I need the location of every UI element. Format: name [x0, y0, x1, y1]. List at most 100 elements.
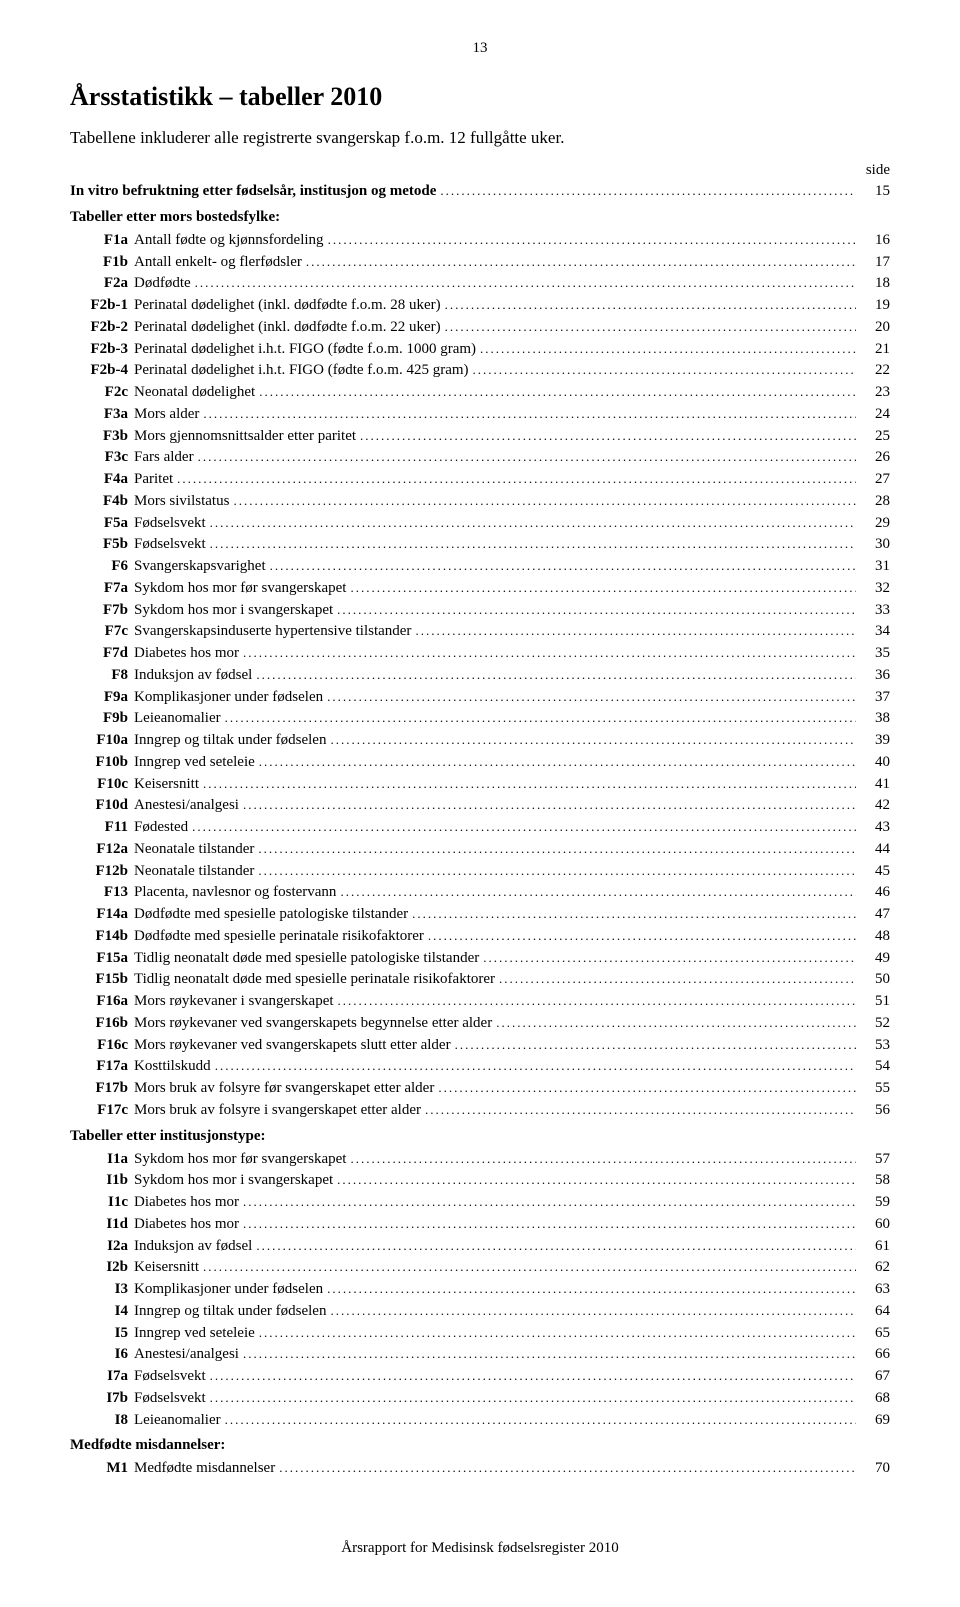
toc-page: 55 — [860, 1078, 890, 1100]
footer-text: Årsrapport for Medisinsk fødselsregister… — [70, 1540, 890, 1557]
toc-code: F11 — [70, 817, 134, 839]
toc-code: F9b — [70, 708, 134, 730]
toc-row: F5bFødselsvekt30 — [70, 534, 890, 556]
toc-code: I2a — [70, 1236, 134, 1258]
toc-label: Induksjon av fødsel — [134, 665, 252, 687]
toc-row: F9bLeieanomalier38 — [70, 708, 890, 730]
toc-page: 25 — [860, 426, 890, 448]
toc-row: F2b-4Perinatal dødelighet i.h.t. FIGO (f… — [70, 360, 890, 382]
toc-page: 35 — [860, 643, 890, 665]
toc-label: Svangerskapsinduserte hypertensive tilst… — [134, 621, 411, 643]
toc-label: Mors bruk av folsyre i svangerskapet ett… — [134, 1100, 421, 1122]
toc-row: F1bAntall enkelt- og flerfødsler17 — [70, 252, 890, 274]
toc-dots — [337, 600, 856, 622]
toc-page: 33 — [860, 600, 890, 622]
toc-code: F2b-1 — [70, 295, 134, 317]
toc-dots — [210, 513, 856, 535]
toc-row: F4aParitet27 — [70, 469, 890, 491]
toc-dots — [327, 1279, 856, 1301]
toc-row: I5Inngrep ved seteleie65 — [70, 1323, 890, 1345]
toc-code: F7b — [70, 600, 134, 622]
toc-dots — [243, 1192, 856, 1214]
toc-code: F10d — [70, 795, 134, 817]
toc-label: Inngrep ved seteleie — [134, 1323, 255, 1345]
toc-row: I8Leieanomalier69 — [70, 1410, 890, 1432]
toc-dots — [203, 1257, 856, 1279]
toc-dots — [195, 273, 856, 295]
toc-label: Keisersnitt — [134, 1257, 199, 1279]
toc-code: F2b-4 — [70, 360, 134, 382]
toc-row: F6Svangerskapsvarighet31 — [70, 556, 890, 578]
toc-code: I7a — [70, 1366, 134, 1388]
toc-page: 54 — [860, 1056, 890, 1078]
toc-page: 42 — [860, 795, 890, 817]
toc-row: F8Induksjon av fødsel36 — [70, 665, 890, 687]
toc-label: Paritet — [134, 469, 173, 491]
toc-page: 41 — [860, 774, 890, 796]
toc-code: F2c — [70, 382, 134, 404]
toc-dots — [445, 317, 856, 339]
toc-dots — [225, 708, 856, 730]
toc-label: Perinatal dødelighet (inkl. dødfødte f.o… — [134, 295, 441, 317]
toc-dots — [440, 181, 856, 203]
toc-code: F2a — [70, 273, 134, 295]
toc-dots — [243, 795, 856, 817]
toc-label: Mors røykevaner ved svangerskapets slutt… — [134, 1035, 451, 1057]
toc-page: 23 — [860, 382, 890, 404]
toc-page: 65 — [860, 1323, 890, 1345]
toc-row: F7cSvangerskapsinduserte hypertensive ti… — [70, 621, 890, 643]
toc-dots — [350, 578, 856, 600]
toc-dots — [499, 969, 856, 991]
toc-label: Inngrep og tiltak under fødselen — [134, 730, 326, 752]
toc-row: I1bSykdom hos mor i svangerskapet58 — [70, 1170, 890, 1192]
toc-row: F16aMors røykevaner i svangerskapet51 — [70, 991, 890, 1013]
toc-page: 58 — [860, 1170, 890, 1192]
toc-page: 48 — [860, 926, 890, 948]
toc-dots — [425, 1100, 856, 1122]
toc-label: Keisersnitt — [134, 774, 199, 796]
toc-dots — [415, 621, 856, 643]
toc-dots — [340, 882, 856, 904]
toc-label: Mors gjennomsnittsalder etter paritet — [134, 426, 356, 448]
toc-label: Sykdom hos mor i svangerskapet — [134, 600, 333, 622]
toc-code: F15b — [70, 969, 134, 991]
toc-label: Fars alder — [134, 447, 194, 469]
toc-dots — [243, 1344, 856, 1366]
toc-page: 59 — [860, 1192, 890, 1214]
toc-page: 24 — [860, 404, 890, 426]
toc-code: I4 — [70, 1301, 134, 1323]
toc-row: F17cMors bruk av folsyre i svangerskapet… — [70, 1100, 890, 1122]
toc-dots — [177, 469, 856, 491]
toc-page: 57 — [860, 1149, 890, 1171]
toc-page: 52 — [860, 1013, 890, 1035]
toc-code: F1a — [70, 230, 134, 252]
toc-label: Tidlig neonatalt døde med spesielle pato… — [134, 948, 479, 970]
toc-dots — [258, 839, 856, 861]
toc-label: Mors bruk av folsyre før svangerskapet e… — [134, 1078, 434, 1100]
toc-code: I6 — [70, 1344, 134, 1366]
subtitle: Tabellene inkluderer alle registrerte sv… — [70, 128, 890, 148]
toc-dots — [210, 1366, 856, 1388]
toc-row: I7aFødselsvekt67 — [70, 1366, 890, 1388]
toc-label: Perinatal dødelighet i.h.t. FIGO (fødte … — [134, 339, 476, 361]
toc-dots — [203, 404, 856, 426]
toc-code: F12a — [70, 839, 134, 861]
toc-label: Dødfødte med spesielle perinatale risiko… — [134, 926, 424, 948]
toc-page: 16 — [860, 230, 890, 252]
toc-dots — [198, 447, 856, 469]
section-header: Tabeller etter institusjonstype: — [70, 1128, 890, 1145]
toc-row: I3Komplikasjoner under fødselen63 — [70, 1279, 890, 1301]
toc-label: Komplikasjoner under fødselen — [134, 687, 323, 709]
toc-code: F2b-2 — [70, 317, 134, 339]
toc-code: F3b — [70, 426, 134, 448]
toc-code: I1d — [70, 1214, 134, 1236]
toc-label: Sykdom hos mor før svangerskapet — [134, 578, 346, 600]
toc-label: Perinatal dødelighet i.h.t. FIGO (fødte … — [134, 360, 469, 382]
toc-code: F5a — [70, 513, 134, 535]
toc-dots — [215, 1056, 856, 1078]
toc-page: 47 — [860, 904, 890, 926]
toc-label: Inngrep og tiltak under fødselen — [134, 1301, 326, 1323]
toc-page: 64 — [860, 1301, 890, 1323]
toc-page: 34 — [860, 621, 890, 643]
toc-label: Mors røykevaner ved svangerskapets begyn… — [134, 1013, 492, 1035]
